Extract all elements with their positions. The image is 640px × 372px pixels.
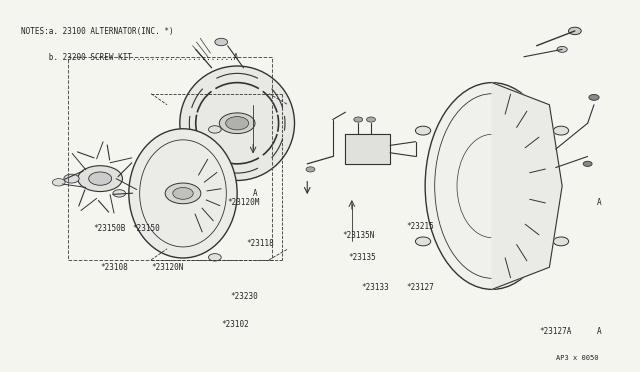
Circle shape: [220, 113, 255, 134]
Circle shape: [209, 254, 221, 261]
Circle shape: [173, 187, 193, 199]
Text: *23135: *23135: [349, 253, 376, 263]
Circle shape: [415, 126, 431, 135]
Circle shape: [165, 183, 201, 204]
Circle shape: [209, 126, 221, 133]
Text: A: A: [597, 198, 602, 207]
Circle shape: [583, 161, 592, 166]
Circle shape: [557, 46, 567, 52]
Text: b. 23200 SCREW KIT......................A: b. 23200 SCREW KIT......................…: [20, 53, 238, 62]
Circle shape: [568, 27, 581, 35]
Circle shape: [215, 38, 228, 46]
Text: A: A: [253, 189, 258, 198]
Ellipse shape: [425, 83, 559, 289]
Text: AP3 x 0050: AP3 x 0050: [556, 355, 598, 361]
Circle shape: [78, 166, 122, 192]
Text: *23215: *23215: [406, 222, 434, 231]
Text: *23133: *23133: [362, 283, 389, 292]
Text: *23102: *23102: [221, 320, 249, 329]
Text: NOTES:a. 23100 ALTERNATOR(INC. *): NOTES:a. 23100 ALTERNATOR(INC. *): [20, 27, 173, 36]
Ellipse shape: [129, 129, 237, 258]
Circle shape: [589, 94, 599, 100]
Circle shape: [52, 179, 65, 186]
Polygon shape: [492, 83, 562, 289]
Text: *23150: *23150: [132, 224, 160, 233]
Text: *23230: *23230: [231, 292, 259, 301]
Text: *23150B: *23150B: [94, 224, 126, 233]
Text: *23127: *23127: [406, 283, 434, 292]
Circle shape: [367, 117, 376, 122]
Text: *23127A: *23127A: [540, 327, 572, 336]
Circle shape: [306, 167, 315, 172]
Text: A: A: [597, 327, 602, 336]
Text: *23120N: *23120N: [151, 263, 184, 272]
Polygon shape: [346, 134, 390, 164]
Circle shape: [89, 172, 111, 185]
Circle shape: [113, 190, 125, 197]
Circle shape: [64, 174, 79, 183]
Circle shape: [415, 237, 431, 246]
Ellipse shape: [180, 66, 294, 180]
Bar: [68, 57, 272, 260]
Circle shape: [226, 116, 248, 130]
Text: *23120M: *23120M: [228, 198, 260, 207]
Text: *23118: *23118: [246, 239, 275, 248]
Text: *23135N: *23135N: [342, 231, 374, 240]
Circle shape: [354, 117, 363, 122]
Circle shape: [554, 237, 569, 246]
Text: *23108: *23108: [100, 263, 128, 272]
Circle shape: [554, 126, 569, 135]
